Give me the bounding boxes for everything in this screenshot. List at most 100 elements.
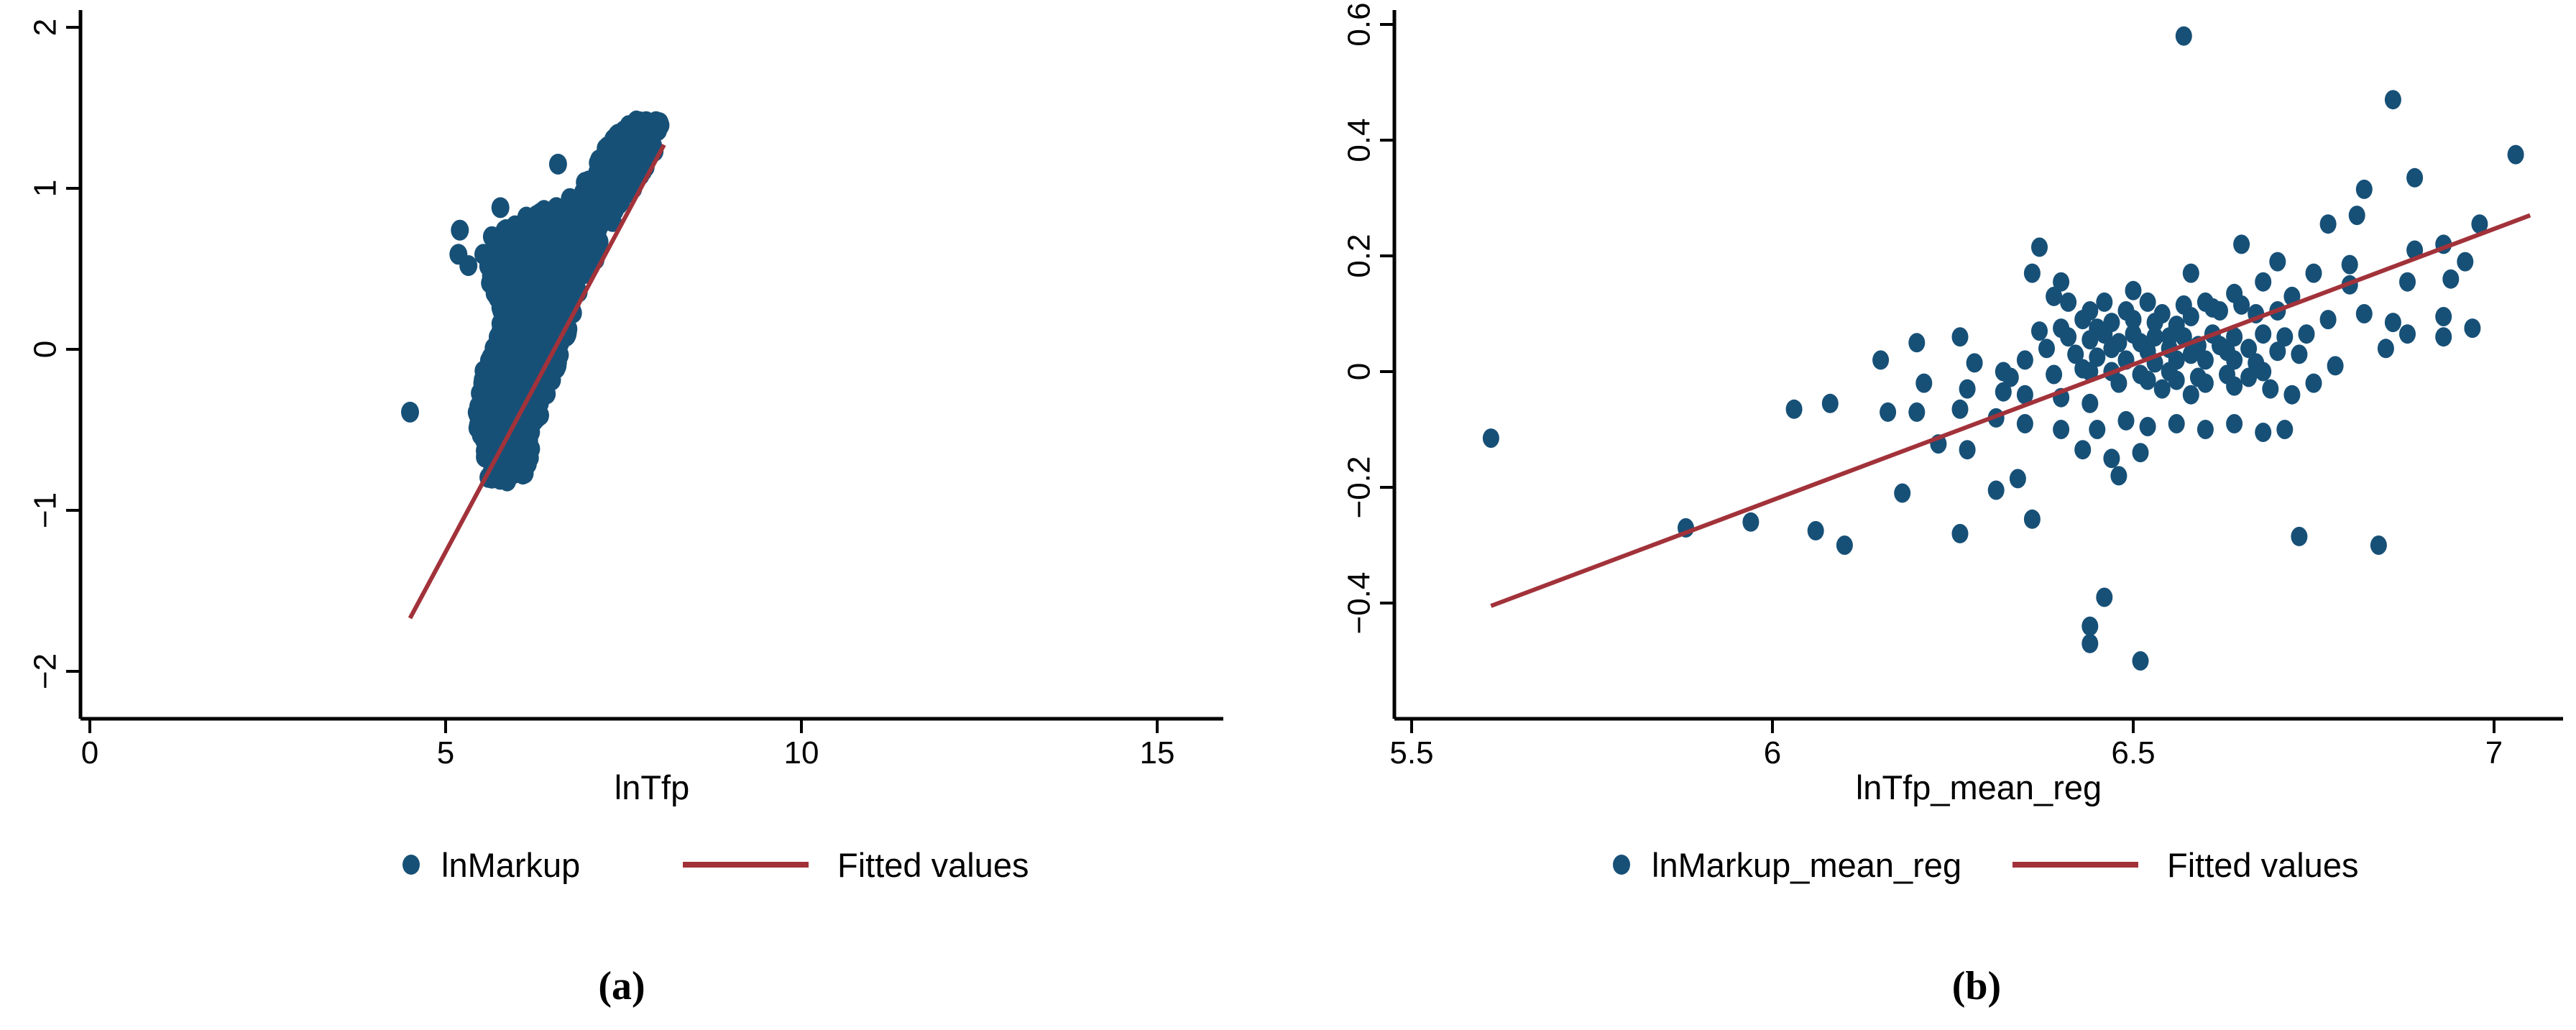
scatter-point (2319, 310, 2337, 330)
scatter-point (2233, 234, 2250, 254)
scatter-point (2348, 206, 2365, 226)
scatter-point (482, 350, 501, 372)
scatter-point (467, 402, 486, 423)
x-tick-label: 10 (784, 735, 819, 771)
scatter-point (2291, 526, 2308, 546)
scatter-point (2399, 272, 2416, 292)
x-tick-label: 0 (81, 735, 98, 771)
panel-a-fitted-line (408, 144, 666, 620)
y-tick-label: −2 (28, 653, 63, 689)
scatter-point (2291, 344, 2308, 364)
scatter-point (2082, 330, 2099, 350)
panel-a-xtick-labels: 0 5 10 15 (81, 735, 1175, 771)
scatter-point (2153, 379, 2171, 399)
scatter-point (2457, 252, 2474, 272)
scatter-point (401, 401, 419, 423)
scatter-point (474, 244, 492, 265)
y-tick-label: 2 (28, 19, 63, 36)
panel-a: 210−1−2 0 5 10 15 lnTfp lnMarkup Fitted val… (28, 10, 1223, 1008)
scatter-point (2233, 295, 2250, 315)
scatter-point (2082, 362, 2099, 382)
panel-a-legend-line-label: Fitted values (837, 846, 1029, 884)
panel-b-legend: lnMarkup_mean_reg Fitted values (1613, 846, 2358, 884)
scatter-point (548, 153, 567, 175)
x-tick-label: 5.5 (1389, 735, 1433, 771)
scatter-point (1908, 402, 1926, 422)
scatter-point (2125, 310, 2142, 330)
scatter-point (1966, 353, 1983, 373)
scatter-point (2132, 443, 2149, 463)
scatter-point (2327, 356, 2344, 376)
y-tick-label: 0.4 (1342, 118, 1377, 162)
scatter-point (477, 369, 495, 390)
scatter-point (2507, 144, 2524, 165)
scatter-point (2370, 535, 2387, 555)
scatter-point (2384, 313, 2401, 333)
panel-a-caption: (a) (598, 964, 645, 1008)
scatter-point (2262, 379, 2279, 399)
scatter-point (561, 188, 579, 209)
scatter-point (2355, 179, 2373, 199)
scatter-point (1951, 327, 1969, 347)
scatter-point (2096, 587, 2113, 607)
scatter-point (2226, 350, 2243, 370)
scatter-point (2074, 440, 2092, 460)
scatter-point (2305, 263, 2322, 283)
scatter-point (1880, 402, 1897, 422)
scatter-point (2146, 327, 2163, 347)
scatter-point (2016, 414, 2033, 433)
scatter-point (2255, 423, 2272, 442)
panel-b-scatter-points (1482, 26, 2524, 671)
scatter-point (2276, 327, 2294, 347)
scatter-point (2226, 376, 2243, 396)
scatter-point (2255, 324, 2272, 344)
scatter-point (2016, 385, 2033, 405)
scatter-point (2009, 469, 2026, 489)
scatter-point (2053, 272, 2070, 292)
scatter-point (2204, 298, 2221, 318)
scatter-point (2046, 286, 2063, 306)
scatter-point (2002, 367, 2019, 387)
scatter-point (2471, 214, 2488, 234)
scatter-point (2031, 237, 2048, 257)
scatter-point (2435, 307, 2452, 326)
scatter-point (2464, 318, 2481, 339)
scatter-point (536, 202, 555, 224)
scatter-point (2031, 321, 2048, 341)
scatter-point (2082, 393, 2099, 413)
x-tick-label: 5 (437, 735, 454, 771)
scatter-point (1872, 350, 1890, 370)
y-tick-label: −0.2 (1342, 456, 1377, 519)
scatter-point (2074, 310, 2092, 330)
scatter-point (2146, 313, 2163, 333)
scatter-point (2377, 339, 2394, 359)
panel-b-legend-dot-label: lnMarkup_mean_reg (1652, 846, 1961, 884)
scatter-point (519, 348, 538, 369)
scatter-point (2161, 327, 2178, 347)
scatter-point (2082, 633, 2099, 653)
scatter-point (2046, 364, 2063, 385)
scatter-point (2269, 341, 2286, 362)
scatter-point (1959, 379, 1976, 399)
scatter-point (2082, 616, 2099, 636)
scatter-point (2038, 339, 2055, 359)
scatter-point (1894, 483, 1911, 503)
scatter-point (2139, 370, 2156, 390)
y-tick-label: −0.4 (1342, 572, 1377, 635)
scatter-point (2060, 292, 2077, 312)
scatter-point (2435, 327, 2452, 347)
scatter-point (2139, 417, 2156, 436)
scatter-point (2023, 263, 2041, 283)
scatter-point (1785, 399, 1803, 419)
scatter-point (1908, 333, 1926, 353)
scatter-point (1951, 523, 1969, 543)
scatter-point (481, 272, 500, 294)
scatter-point (2255, 272, 2272, 292)
panel-b-legend-dot-marker (1613, 855, 1630, 875)
scatter-point (2182, 385, 2199, 405)
scatter-point (2096, 324, 2113, 344)
scatter-point (2305, 373, 2322, 393)
scatter-point (2269, 252, 2286, 272)
scatter-point (2196, 373, 2214, 393)
scatter-point (2212, 336, 2228, 356)
